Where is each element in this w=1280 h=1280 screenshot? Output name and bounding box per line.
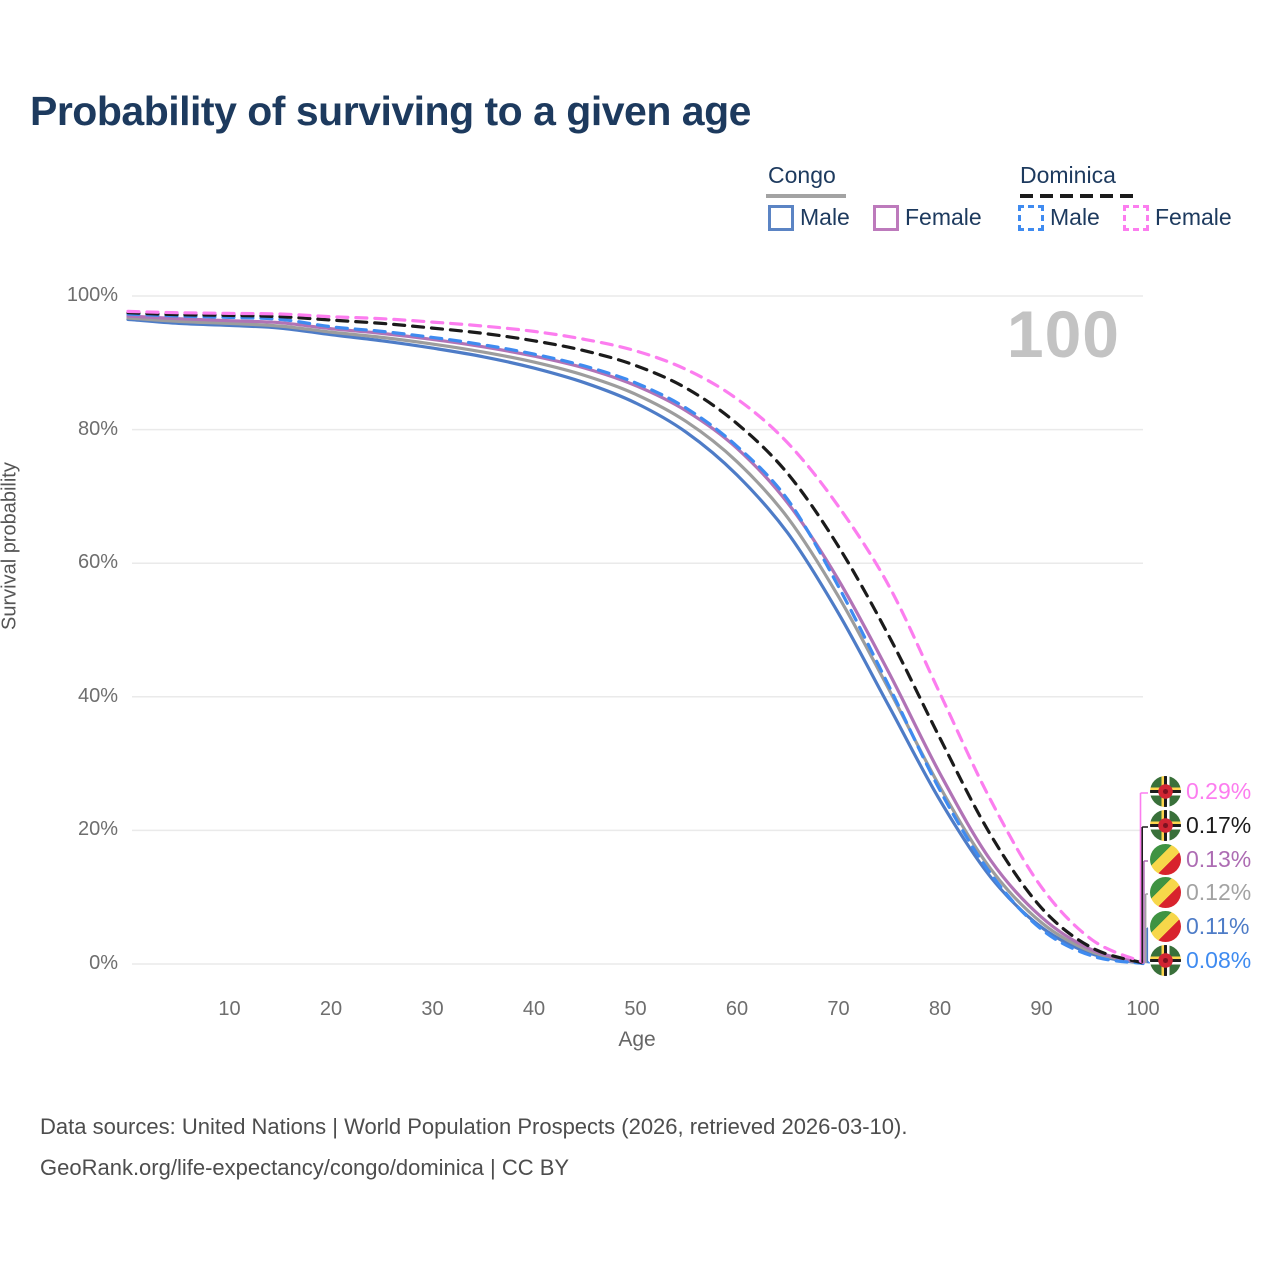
- y-tick-label: 60%: [77, 551, 118, 574]
- legend-item-dominica-male[interactable]: Male: [1018, 204, 1100, 231]
- dominica-female-swatch-icon: [1123, 204, 1149, 231]
- x-tick-label: 50: [624, 998, 647, 1020]
- series-line-congo-female: [126, 314, 1145, 965]
- congo-flag-icon: [1150, 911, 1181, 942]
- end-label-row[interactable]: 0.12%: [1150, 877, 1251, 908]
- series-line-congo-both-sexes: [126, 316, 1145, 965]
- legend-dominica-line-swatch: [1020, 194, 1133, 198]
- legend-congo-line-swatch: [766, 194, 846, 198]
- legend-item-congo-male[interactable]: Male: [768, 204, 850, 231]
- y-tick-label: 100%: [66, 284, 118, 306]
- end-label-leader-line: [1139, 792, 1148, 963]
- congo-male-swatch-icon: [768, 204, 794, 231]
- x-tick-label: 20: [319, 998, 343, 1020]
- dominica-flag-icon: [1150, 945, 1181, 976]
- series-line-dominica-female: [126, 309, 1145, 964]
- end-label-value: 0.29%: [1186, 778, 1252, 804]
- end-label-row[interactable]: 0.11%: [1150, 911, 1250, 942]
- end-label-row[interactable]: 0.29%: [1150, 776, 1251, 807]
- end-label-value: 0.08%: [1186, 947, 1252, 973]
- page-title: Probability of surviving to a given age: [30, 88, 751, 134]
- legend-group-dominica[interactable]: Dominica: [1020, 162, 1116, 188]
- congo-female-swatch-icon: [873, 204, 899, 231]
- y-tick-label: 20%: [77, 818, 118, 841]
- legend-group-congo[interactable]: Congo: [768, 162, 836, 188]
- data-sources-text: Data sources: United Nations | World Pop…: [40, 1114, 908, 1139]
- congo-flag-icon: [1150, 877, 1181, 908]
- legend-label: Male: [1050, 204, 1100, 230]
- congo-flag-icon: [1150, 844, 1181, 875]
- y-tick-label: 80%: [77, 417, 118, 440]
- end-label-value: 0.13%: [1186, 846, 1252, 872]
- x-tick-label: 60: [725, 998, 749, 1020]
- y-axis-title: Survival probability: [0, 462, 21, 630]
- y-tick-label: 0%: [89, 952, 118, 974]
- series-line-congo-male: [126, 317, 1145, 965]
- x-tick-label: 80: [928, 998, 952, 1020]
- end-label-row[interactable]: 0.17%: [1150, 810, 1251, 841]
- end-label-value: 0.17%: [1186, 812, 1252, 838]
- end-label-value: 0.12%: [1186, 879, 1252, 905]
- end-label-row[interactable]: 0.13%: [1150, 844, 1251, 875]
- x-tick-label: 90: [1030, 998, 1053, 1020]
- end-label-leader-line: [1146, 927, 1149, 964]
- x-tick-label: 100: [1126, 998, 1160, 1020]
- legend-item-congo-female[interactable]: Female: [873, 204, 982, 231]
- end-label-leader-line: [1141, 826, 1148, 963]
- y-tick-label: 40%: [77, 684, 118, 707]
- dominica-flag-icon: [1150, 810, 1181, 841]
- legend-label: Female: [1155, 204, 1232, 230]
- end-label-leader-line: [1144, 893, 1148, 964]
- x-tick-label: 10: [218, 998, 241, 1020]
- age-counter-watermark: 100: [1006, 297, 1120, 371]
- end-label-row[interactable]: 0.08%: [1150, 945, 1251, 976]
- dominica-male-swatch-icon: [1018, 204, 1044, 231]
- x-tick-label: 30: [421, 998, 444, 1020]
- legend-item-dominica-female[interactable]: Female: [1123, 204, 1232, 231]
- end-label-leader-line: [1143, 860, 1148, 964]
- end-label-leader-line: [1148, 961, 1150, 964]
- end-label-value: 0.11%: [1186, 913, 1250, 939]
- series-line-dominica-male: [126, 312, 1145, 966]
- footer: Data sources: United Nations | World Pop…: [40, 1106, 907, 1188]
- attribution-link-text[interactable]: GeoRank.org/life-expectancy/congo/domini…: [40, 1155, 570, 1180]
- series-line-dominica-both-sexes: [126, 311, 1145, 965]
- legend-label: Female: [905, 204, 982, 230]
- dominica-flag-icon: [1150, 776, 1181, 807]
- legend-label: Male: [800, 204, 850, 230]
- x-axis-title: Age: [618, 1028, 656, 1051]
- x-tick-label: 40: [522, 998, 546, 1020]
- x-tick-label: 70: [827, 998, 850, 1020]
